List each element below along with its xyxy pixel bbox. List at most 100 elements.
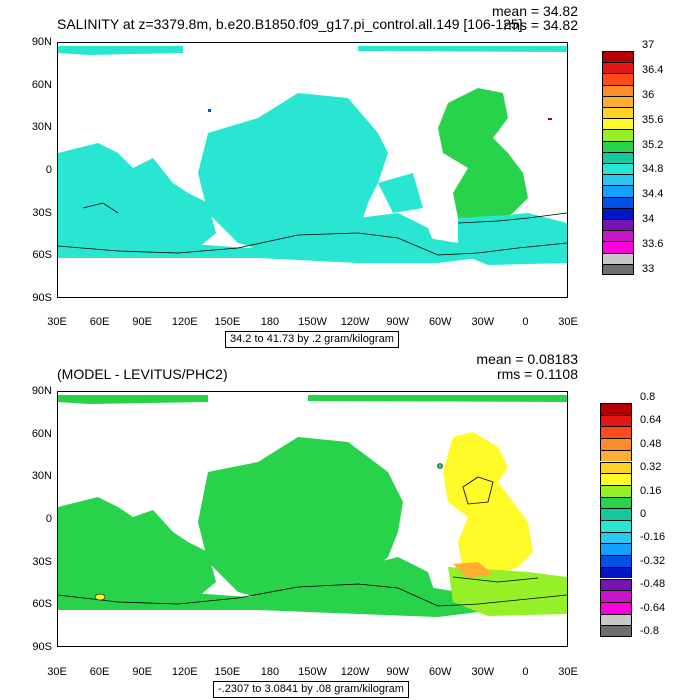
panel2-colorbar-swatch [600, 403, 632, 415]
panel2-lat-label: 60N [31, 428, 52, 440]
panel1-colorbar-label: 36.4 [642, 63, 664, 76]
panel2-lon-label: 120E [171, 666, 198, 678]
panel2-lat-label: 30N [31, 470, 52, 482]
panel2-colorbar-swatch [600, 473, 632, 485]
panel1-contour-line [58, 232, 567, 256]
panel2-colorbar-label: -0.64 [640, 601, 666, 614]
panel1-colorbar-label: 33.6 [642, 238, 664, 251]
panel1-colorbar-label: 35.2 [642, 138, 664, 151]
panel2-colorbar-label: -0.8 [640, 625, 659, 637]
panel2-colorbar-swatch [600, 520, 632, 532]
panel2-colorbar-swatch [600, 601, 632, 614]
panel1-colorbar-swatch [602, 129, 634, 141]
panel2-colorbar-swatch [600, 461, 632, 474]
panel1-colorbar-swatch [602, 230, 634, 242]
panel2-title: (MODEL - LEVITUS/PHC2) [57, 366, 228, 382]
panel2-lon-label: 30E [47, 666, 67, 678]
panel1-lon-label: 30E [558, 316, 578, 328]
panel2-map [57, 391, 568, 647]
panel1-lon-label: 30E [47, 316, 67, 328]
panel1-colorbar-label: 34.4 [642, 188, 664, 201]
panel1-colorbar-swatch [602, 118, 634, 130]
panel2-contour-line [452, 576, 539, 583]
panel1-contour-line [82, 202, 119, 214]
panel1-map-canvas [58, 46, 567, 265]
panel1-small-feature [208, 109, 211, 112]
panel1-lon-label: 30W [471, 316, 495, 328]
panel2-warm-anomaly [453, 562, 493, 578]
panel2-lat-label: 90S [32, 641, 52, 653]
panel2-colorbar-label: 0.16 [640, 484, 662, 497]
panel1-colorbar-swatch [602, 84, 634, 96]
panel1-pacific-ocean [198, 93, 388, 253]
panel2-lon-label: 120W [340, 666, 370, 678]
panel2-lon-label: 90W [386, 666, 409, 678]
panel1-lat-label: 60S [32, 249, 52, 261]
panel2-map-canvas [58, 395, 567, 617]
panel1-rms: rms = 34.82 [503, 17, 578, 33]
panel2-lon-label: 90E [132, 666, 152, 678]
panel1-lon-label: 0 [522, 316, 529, 328]
panel1-colorbar-swatch [602, 219, 634, 231]
panel1-southern-ocean [58, 233, 478, 263]
panel1-colorbar-swatch [602, 196, 634, 208]
panel1-colorbar-label: 35.6 [642, 113, 664, 126]
panel2-lat-label: 30S [32, 556, 52, 568]
panel2-small-feature [437, 463, 443, 469]
panel2-small-feature [94, 593, 106, 601]
panel2-contour-line [462, 476, 494, 505]
panel2-colorbar-label: 0.64 [640, 414, 662, 427]
panel1-range-box: 34.2 to 41.73 by .2 gram/kilogram [225, 331, 399, 348]
panel2-lon-label: 30W [471, 666, 495, 678]
panel2-colorbar-label: -0.48 [640, 578, 666, 591]
panel1-lon-label: 60W [428, 316, 452, 328]
panel1-colorbar-swatch [602, 140, 634, 152]
panel1-lat-label: 90S [32, 292, 52, 304]
panel1-colorbar-swatch [602, 151, 634, 163]
panel2-lat-label: 0 [45, 513, 52, 525]
panel1-colorbar-swatch [602, 62, 634, 74]
panel2-pacific-ocean [198, 437, 403, 602]
panel2-lon-label: 150E [214, 666, 241, 678]
panel1-map [57, 42, 568, 298]
panel1-lon-label: 150E [214, 316, 241, 328]
panel2-colorbar-swatch [600, 543, 632, 556]
panel2-colorbar-swatch [600, 438, 632, 450]
panel1-lat-label: 30N [31, 121, 52, 133]
panel1-title: SALINITY at z=3379.8m, b.e20.B1850.f09_g… [57, 16, 523, 32]
panel2-colorbar-swatch [600, 496, 632, 509]
panel1-lon-label: 120E [171, 316, 198, 328]
panel2-lat-label: 90N [31, 385, 52, 397]
panel1-colorbar-label: 36 [642, 88, 655, 101]
panel1-lat-label: 90N [31, 36, 52, 48]
panel2-colorbar-label: -0.16 [640, 531, 666, 544]
panel1-lon-label: 150W [298, 316, 327, 328]
panel1-colorbar: 37 36.4 36 35.6 35.2 34.8 34.4 34 33.6 33 [602, 39, 663, 275]
panel1-small-feature [548, 118, 552, 120]
panel2-lon-label: 30E [558, 666, 578, 678]
panel2-lon-label: 60W [428, 666, 452, 678]
panel1-lat-label: 30S [32, 207, 52, 219]
panel2-lon-label: 150W [298, 666, 327, 678]
panel1-colorbar-swatch [602, 252, 634, 264]
panel1-lat-label: 60N [31, 79, 52, 91]
panel2-colorbar-label: 0 [640, 508, 647, 520]
panel1-lon-label: 90E [132, 316, 152, 328]
panel1-colorbar-label: 34 [642, 213, 655, 226]
panel2-colorbar-label: -0.32 [640, 554, 666, 567]
panel1-colorbar-swatch [602, 51, 634, 63]
panel2-indian-ocean [58, 497, 216, 602]
panel2-lat-label: 60S [32, 598, 52, 610]
panel1-mean: mean = 34.82 [491, 3, 578, 19]
panel1-colorbar-swatch [602, 163, 634, 175]
panel2-colorbar-swatch [600, 484, 632, 497]
panel2-colorbar-swatch [600, 613, 632, 626]
panel2-colorbar-swatch [600, 426, 632, 439]
panel1-colorbar-swatch [602, 185, 634, 197]
panel1-colorbar-label: 34.8 [642, 163, 664, 176]
panel2-colorbar-swatch [600, 566, 632, 579]
panel2-colorbar-swatch [600, 555, 632, 567]
panel1-lon-label: 120W [340, 316, 370, 328]
panel1-colorbar-swatch [602, 107, 634, 119]
panel1-arctic-ocean [58, 46, 567, 55]
